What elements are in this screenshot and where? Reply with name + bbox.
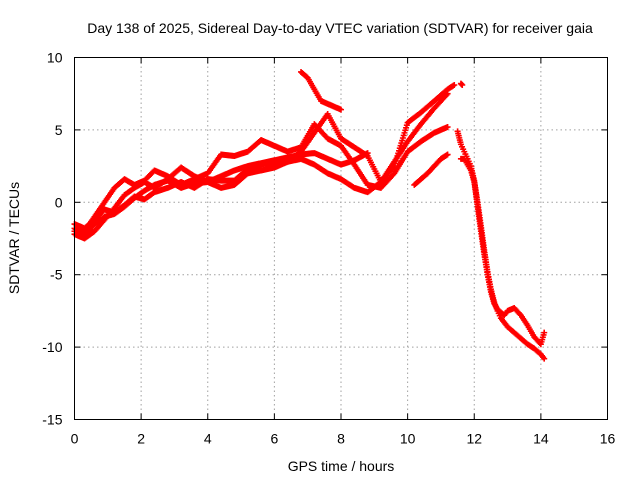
data-point (541, 329, 548, 336)
y-tick-label: 5 (55, 122, 63, 138)
data-point (459, 82, 466, 89)
data-points (71, 68, 548, 362)
x-axis-title: GPS time / hours (288, 458, 395, 474)
y-tick-label: -15 (42, 412, 62, 428)
axes: 0 2 4 6 8 10 12 14 16 -15 -10 -5 0 5 10 (42, 50, 615, 447)
y-tick-label: -5 (50, 267, 63, 283)
y-tick-label: 0 (55, 194, 63, 210)
x-tick-label: 8 (337, 431, 345, 447)
data-point (444, 151, 451, 158)
data-point (338, 106, 344, 113)
plot-frame (74, 57, 608, 420)
series-track-3 (71, 121, 451, 235)
y-tick-label: -10 (42, 339, 62, 355)
series-track-8 (457, 155, 548, 348)
series-track-6 (411, 151, 451, 188)
x-tick-label: 12 (466, 431, 482, 447)
x-tick-label: 6 (270, 431, 278, 447)
x-tick-label: 2 (137, 431, 145, 447)
series-track-9 (457, 80, 466, 89)
y-tick-label: 10 (47, 50, 63, 66)
data-point (451, 82, 458, 89)
chart-title: Day 138 of 2025, Sidereal Day-to-day VTE… (87, 20, 593, 36)
series-track-4 (71, 82, 458, 232)
x-tick-label: 16 (600, 431, 616, 447)
series-track-5 (298, 68, 344, 113)
x-tick-label: 4 (204, 431, 212, 447)
x-tick-label: 0 (71, 431, 79, 447)
data-point (541, 355, 548, 362)
data-point (444, 124, 451, 131)
x-tick-label: 10 (400, 431, 416, 447)
series-track-1 (71, 150, 371, 239)
y-axis-title: SDTVAR / TECUs (6, 182, 22, 294)
x-tick-label: 14 (533, 431, 549, 447)
grid (74, 57, 608, 420)
